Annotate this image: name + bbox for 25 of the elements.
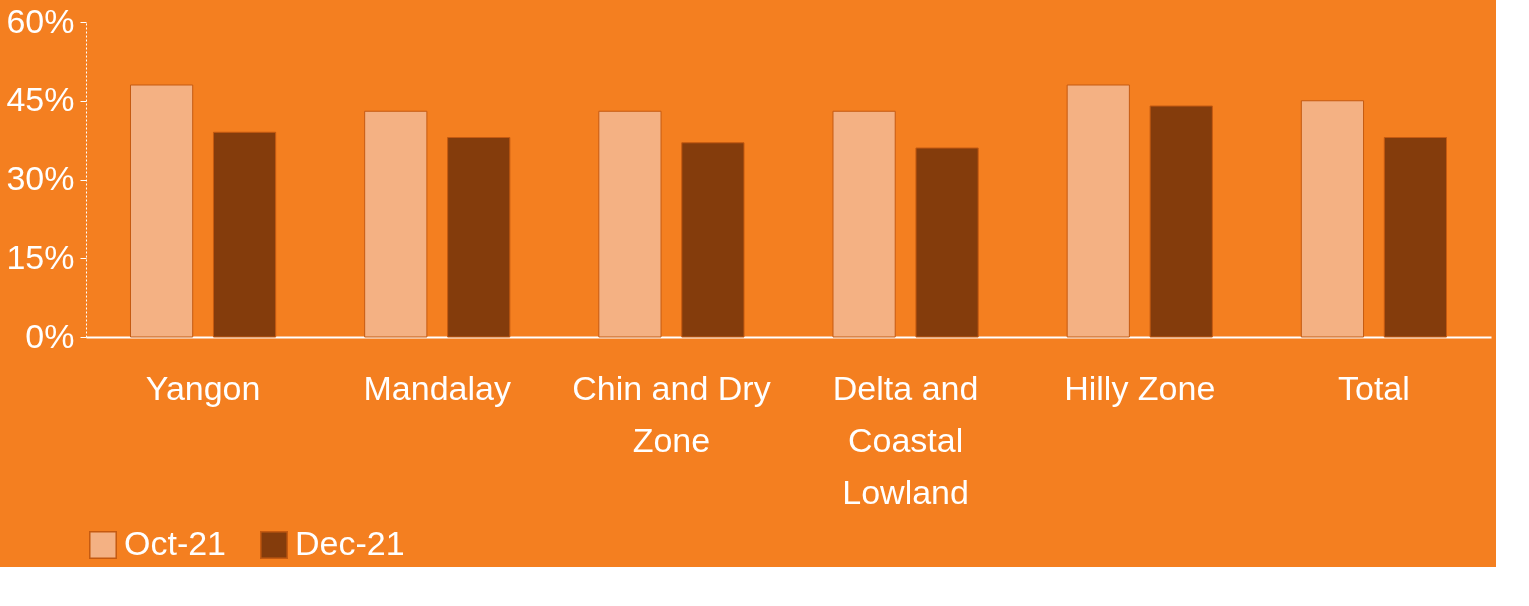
bar (1149, 105, 1213, 338)
x-tick-label: Chin and Dry Zone (572, 368, 771, 459)
bar (1300, 100, 1365, 338)
x-tick-label: Yangon (145, 368, 261, 407)
x-tick-label: Hilly Zone (1064, 368, 1216, 407)
x-tick-label: Mandalay (363, 368, 511, 407)
y-tick-label: 30% (6, 159, 75, 197)
y-tick-label: 60% (6, 1, 75, 40)
bar (681, 142, 745, 338)
legend-label: Dec-21 (295, 524, 405, 562)
bar (915, 147, 979, 338)
y-tick-label: 0% (25, 316, 75, 355)
bar (832, 110, 896, 338)
bar (598, 110, 662, 338)
bar (212, 131, 277, 338)
bar (129, 84, 194, 338)
legend-label: Oct-21 (124, 524, 227, 562)
x-tick-label: Total (1338, 368, 1410, 407)
bar (364, 110, 428, 338)
x-tick-label: Delta and Coastal Lowland (832, 368, 979, 511)
bar (447, 137, 511, 338)
y-tick-label: 45% (6, 80, 75, 119)
y-tick-label: 15% (6, 237, 75, 276)
bar (1066, 84, 1130, 338)
bar (1383, 137, 1448, 338)
